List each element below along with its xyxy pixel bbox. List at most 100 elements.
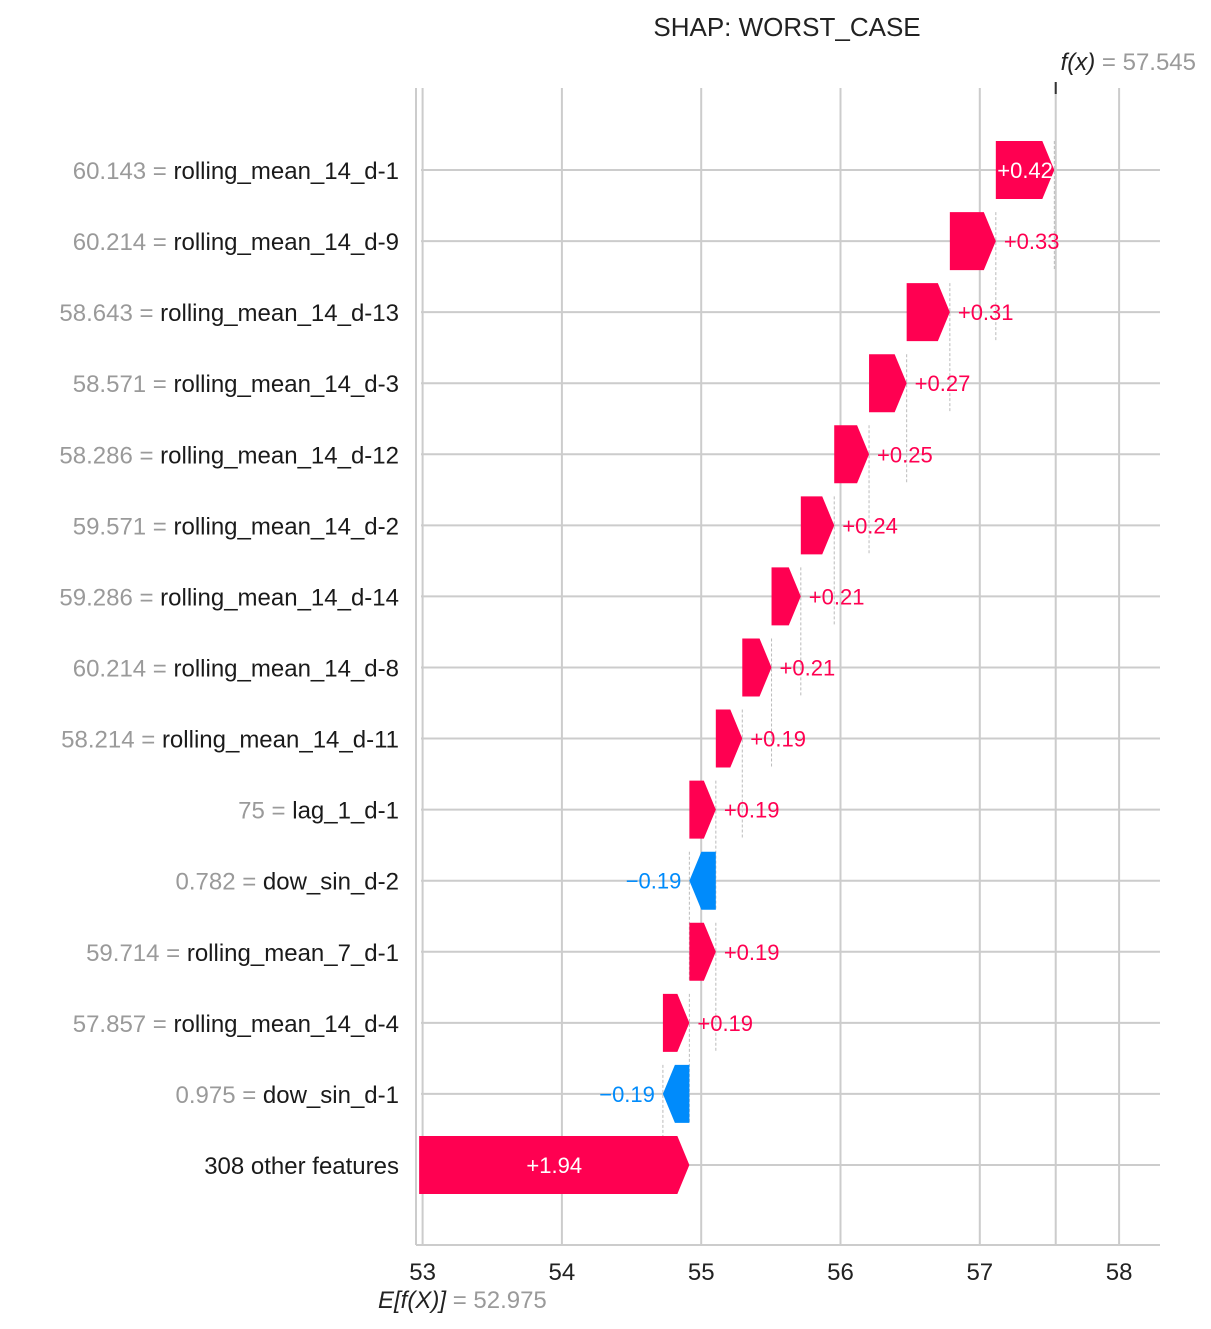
feature-equals: = <box>146 229 173 256</box>
x-tick-label: 57 <box>966 1259 993 1286</box>
feature-equals: = <box>146 371 173 398</box>
positive-shap-bar <box>689 922 716 981</box>
feature-name: rolling_mean_14_d-13 <box>160 300 399 327</box>
feature-equals: = <box>236 869 263 896</box>
positive-shap-bar <box>689 780 716 839</box>
positive-shap-bar <box>906 283 950 342</box>
shap-value-label: −0.19 <box>599 1082 655 1107</box>
positive-shap-bar <box>800 496 835 555</box>
feature-name: 308 other features <box>204 1153 399 1180</box>
feature-label: 58.643 = rolling_mean_14_d-13 <box>59 300 399 327</box>
negative-shap-bar <box>662 1064 690 1123</box>
feature-equals: = <box>159 940 186 967</box>
chart-title: SHAP: WORST_CASE <box>653 12 920 42</box>
feature-name: rolling_mean_14_d-12 <box>160 442 399 469</box>
feature-value: 0.782 <box>175 869 235 896</box>
feature-value: 58.571 <box>73 371 146 398</box>
feature-value: 58.214 <box>61 727 134 754</box>
feature-label: 60.214 = rolling_mean_14_d-9 <box>73 229 399 256</box>
negative-shap-bar <box>689 851 716 910</box>
positive-shap-bar <box>834 425 870 484</box>
base-value-prefix: E[f(X)] <box>378 1287 447 1314</box>
positive-shap-bar <box>995 141 1055 199</box>
feature-equals: = <box>146 513 173 540</box>
feature-name: rolling_mean_14_d-1 <box>174 158 400 185</box>
shap-value-label: −0.19 <box>626 869 682 894</box>
positive-shap-bar <box>949 212 996 271</box>
positive-shap-bar <box>419 1135 690 1194</box>
feature-equals: = <box>133 584 160 611</box>
positive-shap-bar <box>742 638 772 697</box>
shap-value-label: +0.31 <box>958 300 1014 325</box>
x-tick-label: 54 <box>549 1259 576 1286</box>
feature-equals: = <box>146 1011 173 1038</box>
feature-equals: = <box>236 1082 263 1109</box>
positive-shap-bar <box>771 567 801 626</box>
shap-value-label: +0.27 <box>915 371 971 396</box>
output-value-number: = 57.545 <box>1102 49 1196 76</box>
feature-name: rolling_mean_14_d-4 <box>174 1011 400 1038</box>
feature-label: 58.286 = rolling_mean_14_d-12 <box>59 442 399 469</box>
shap-value-label: +0.42 <box>997 158 1053 183</box>
feature-name: rolling_mean_14_d-2 <box>174 513 400 540</box>
labels-layer: +0.42 60.143 = rolling_mean_14_d-1 +0.33 60… <box>59 158 1059 1180</box>
feature-value: 75 <box>238 798 265 825</box>
feature-value: 59.571 <box>73 513 146 540</box>
feature-value: 58.286 <box>59 442 132 469</box>
shap-value-label: +1.94 <box>526 1153 582 1178</box>
feature-label: 75 = lag_1_d-1 <box>238 798 399 825</box>
output-value-prefix: f(x) <box>1061 49 1096 76</box>
feature-value: 60.214 <box>73 655 146 682</box>
feature-equals: = <box>146 655 173 682</box>
shap-value-label: +0.19 <box>724 940 780 965</box>
positive-shap-bar <box>715 709 743 768</box>
shap-value-label: +0.19 <box>724 798 780 823</box>
feature-label: 60.214 = rolling_mean_14_d-8 <box>73 655 399 682</box>
feature-label: 59.286 = rolling_mean_14_d-14 <box>59 584 399 611</box>
feature-label: 308 other features <box>204 1153 399 1180</box>
feature-value: 60.214 <box>73 229 146 256</box>
feature-name: dow_sin_d-2 <box>263 869 399 896</box>
feature-name: rolling_mean_14_d-8 <box>174 655 400 682</box>
feature-name: rolling_mean_14_d-9 <box>174 229 400 256</box>
output-value-label: f(x) = 57.545 <box>1061 49 1196 76</box>
shap-value-label: +0.21 <box>809 584 865 609</box>
feature-value: 0.975 <box>175 1082 235 1109</box>
x-tick-label: 56 <box>827 1259 854 1286</box>
feature-label: 0.975 = dow_sin_d-1 <box>175 1082 399 1109</box>
feature-name: rolling_mean_14_d-3 <box>174 371 400 398</box>
x-tick-label: 58 <box>1106 1259 1133 1286</box>
feature-value: 59.286 <box>59 584 132 611</box>
feature-equals: = <box>265 798 292 825</box>
x-tick-label: 53 <box>409 1259 436 1286</box>
feature-equals: = <box>133 300 160 327</box>
feature-name: rolling_mean_7_d-1 <box>187 940 399 967</box>
feature-value: 59.714 <box>86 940 159 967</box>
positive-shap-bar <box>662 993 690 1052</box>
shap-value-label: +0.25 <box>877 442 933 467</box>
feature-equals: = <box>133 442 160 469</box>
feature-label: 60.143 = rolling_mean_14_d-1 <box>73 158 399 185</box>
output-value-gap <box>1095 49 1102 76</box>
feature-label: 59.571 = rolling_mean_14_d-2 <box>73 513 399 540</box>
feature-value: 58.643 <box>59 300 132 327</box>
feature-label: 58.214 = rolling_mean_14_d-11 <box>61 727 399 754</box>
feature-label: 57.857 = rolling_mean_14_d-4 <box>73 1011 399 1038</box>
base-value-gap <box>446 1287 453 1314</box>
bars-layer <box>419 141 1055 1194</box>
feature-value: 57.857 <box>73 1011 146 1038</box>
base-value-number: = 52.975 <box>453 1287 547 1314</box>
feature-label: 59.714 = rolling_mean_7_d-1 <box>86 940 399 967</box>
feature-label: 58.571 = rolling_mean_14_d-3 <box>73 371 399 398</box>
feature-name: rolling_mean_14_d-11 <box>162 727 399 754</box>
feature-name: dow_sin_d-1 <box>263 1082 399 1109</box>
shap-value-label: +0.21 <box>780 655 836 680</box>
shap-value-label: +0.33 <box>1004 229 1060 254</box>
feature-name: lag_1_d-1 <box>292 798 399 825</box>
feature-equals: = <box>135 727 162 754</box>
shap-value-label: +0.19 <box>750 727 806 752</box>
shap-value-label: +0.19 <box>697 1011 753 1036</box>
feature-label: 0.782 = dow_sin_d-2 <box>175 869 399 896</box>
base-value-label: E[f(X)] = 52.975 <box>378 1287 547 1314</box>
